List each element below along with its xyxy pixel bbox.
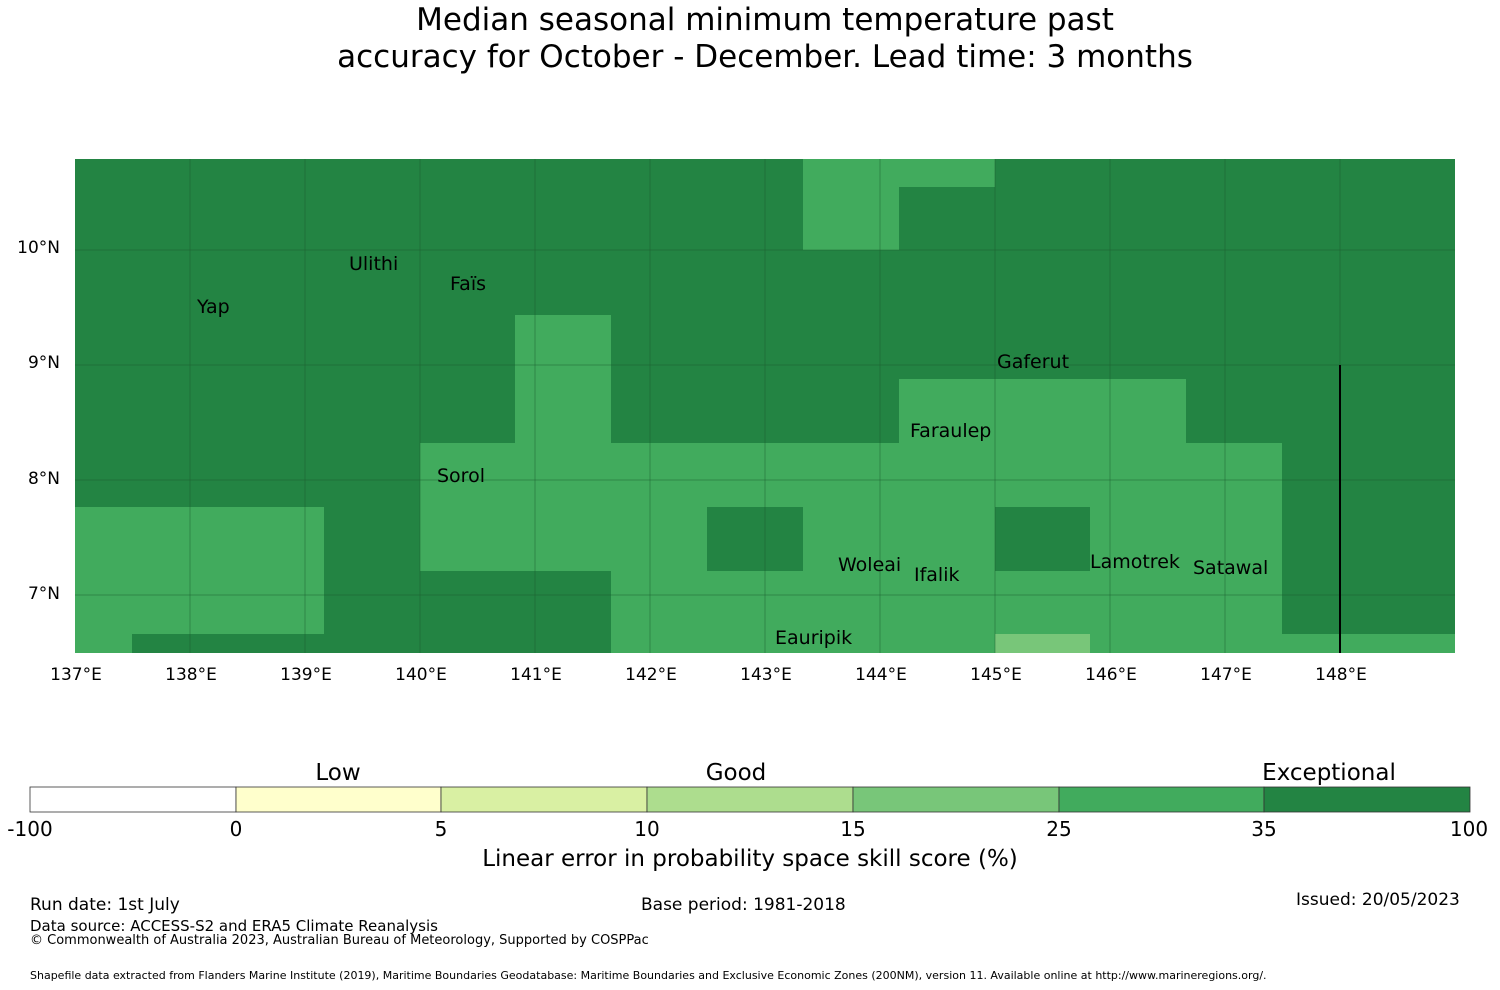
lat-label-7n: 7°N <box>27 584 60 604</box>
colorbar-segment <box>1263 786 1471 813</box>
lon-label-138e: 138°E <box>165 665 217 685</box>
colorbar-tick-label: 5 <box>434 817 448 841</box>
copyright: © Commonwealth of Australia 2023, Austra… <box>30 933 649 948</box>
colorbar-tick-label: 10 <box>634 817 660 841</box>
map-gridlines <box>75 159 1455 653</box>
lon-label-147e: 147°E <box>1200 665 1252 685</box>
skill-cell <box>995 634 1090 653</box>
skill-cell <box>420 443 1282 571</box>
category-label-low: Low <box>315 760 361 786</box>
colorbar-segment <box>1058 786 1265 813</box>
lon-label-142e: 142°E <box>625 665 677 685</box>
colorbar-tick-label: 35 <box>1251 817 1277 841</box>
place-label-gaferut: Gaferut <box>997 351 1070 373</box>
lon-label-137e: 137°E <box>50 665 102 685</box>
skill-cells <box>75 159 1455 653</box>
data-source: Data source: ACCESS-S2 and ERA5 Climate … <box>30 917 438 935</box>
lat-label-9n: 9°N <box>27 353 60 373</box>
skill-cell <box>1282 634 1455 653</box>
place-label-fais: Faïs <box>450 273 487 295</box>
skill-cell <box>707 507 803 571</box>
place-label-eauripik: Eauripik <box>775 627 853 649</box>
skill-cell <box>803 187 899 250</box>
colorbar-segment <box>29 786 237 813</box>
place-label-sorol: Sorol <box>437 465 485 487</box>
colorbar-segment <box>235 786 442 813</box>
colorbar-tick-label: 15 <box>840 817 866 841</box>
category-label-exceptional: Exceptional <box>1262 760 1396 786</box>
lon-label-144e: 144°E <box>855 665 907 685</box>
skill-cell <box>611 571 1282 653</box>
skill-cell <box>75 507 324 634</box>
place-label-satawal: Satawal <box>1193 557 1269 579</box>
place-label-faraulep: Faraulep <box>910 420 992 442</box>
skill-cell <box>515 315 611 443</box>
colorbar-segment <box>440 786 648 813</box>
colorbar-segment <box>852 786 1060 813</box>
category-label-good: Good <box>705 760 767 786</box>
chart-title: Median seasonal minimum temperature past… <box>0 2 1500 76</box>
lon-label-141e: 141°E <box>510 665 562 685</box>
title-line-2: accuracy for October - December. Lead ti… <box>337 39 1193 75</box>
place-label-lamotrek: Lamotrek <box>1090 551 1180 573</box>
place-label-ifalik: Ifalik <box>914 564 960 586</box>
place-label-ulithi: Ulithi <box>349 253 399 275</box>
colorbar-segments <box>29 786 1471 813</box>
lon-label-148e: 148°E <box>1315 665 1367 685</box>
skill-cell <box>899 379 1186 443</box>
lon-label-143e: 143°E <box>740 665 792 685</box>
lon-label-140e: 140°E <box>395 665 447 685</box>
place-label-yap: Yap <box>197 296 230 318</box>
skill-cell <box>803 159 995 187</box>
colorbar-tick-label: 25 <box>1046 817 1072 841</box>
colorbar-tick-label: 100 <box>1449 817 1489 841</box>
lat-label-8n: 8°N <box>27 469 60 489</box>
shapefile-credit: Shapefile data extracted from Flanders M… <box>30 969 1267 982</box>
colorbar-tick-label: -100 <box>7 817 53 841</box>
lat-label-10n: 10°N <box>17 238 60 258</box>
place-label-woleai: Woleai <box>838 554 902 576</box>
colorbar-title: Linear error in probability space skill … <box>482 846 1018 872</box>
colorbar-segment <box>646 786 854 813</box>
skill-cell <box>995 507 1090 571</box>
issued-date: Issued: 20/05/2023 <box>1296 890 1460 910</box>
skill-cell <box>75 634 132 653</box>
title-line-1: Median seasonal minimum temperature past <box>416 2 1114 38</box>
base-period: Base period: 1981-2018 <box>641 895 846 915</box>
lon-label-139e: 139°E <box>280 665 332 685</box>
run-date: Run date: 1st July <box>30 895 180 915</box>
lon-label-146e: 146°E <box>1085 665 1137 685</box>
colorbar-tick-label: 0 <box>229 817 243 841</box>
lon-label-145e: 145°E <box>970 665 1022 685</box>
colorbar <box>29 786 1471 813</box>
